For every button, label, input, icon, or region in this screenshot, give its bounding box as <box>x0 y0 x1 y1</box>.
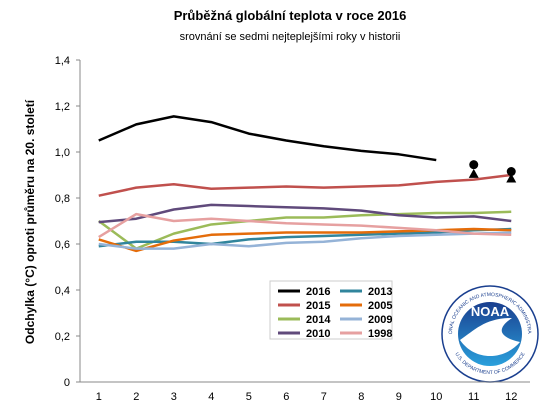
x-tick-label: 5 <box>246 391 252 403</box>
point-circle <box>506 167 516 177</box>
y-tick-label: 0,8 <box>55 193 70 205</box>
point-triangle <box>506 173 517 183</box>
series-line <box>98 231 512 250</box>
x-tick-label: 7 <box>321 391 327 403</box>
legend-label: 2016 <box>306 286 330 298</box>
noaa-logo: NOAA NATIONAL OCEANIC AND ATMOSPHERIC AD… <box>0 0 539 383</box>
series-line <box>98 173 512 197</box>
y-tick-label: 1,2 <box>55 101 70 113</box>
x-tick-label: 2 <box>133 391 139 403</box>
legend-label: 2010 <box>306 328 330 340</box>
legend-label: 2005 <box>368 300 392 312</box>
series-line <box>98 115 437 162</box>
legend-label: 1998 <box>368 328 392 340</box>
y-tick-label: 1,0 <box>55 147 70 159</box>
point-triangle <box>468 168 479 178</box>
series-line <box>98 203 512 224</box>
legend-label: 2014 <box>306 314 331 326</box>
x-tick-label: 9 <box>396 391 402 403</box>
x-tick-label: 6 <box>283 391 289 403</box>
y-tick-label: 0 <box>64 377 70 389</box>
x-tick-label: 1 <box>96 391 102 403</box>
logo-name: NOAA <box>471 304 510 319</box>
x-tick-label: 10 <box>430 391 442 403</box>
chart-subtitle: srovnání se sedmi nejteplejšími roky v h… <box>180 31 401 43</box>
legend-label: 2009 <box>368 314 392 326</box>
y-axis-label: Odchylka (°C) oproti průměru na 20. stol… <box>23 99 37 344</box>
x-tick-label: 12 <box>505 391 517 403</box>
x-tick-label: 3 <box>171 391 177 403</box>
point-circle <box>469 160 479 170</box>
y-tick-label: 0,2 <box>55 331 70 343</box>
series-line <box>98 210 512 250</box>
x-tick-label: 8 <box>358 391 364 403</box>
legend-label: 2013 <box>368 286 392 298</box>
y-tick-label: 0,6 <box>55 239 70 251</box>
x-tick-label: 11 <box>468 391 479 403</box>
legend-label: 2015 <box>306 300 330 312</box>
y-tick-label: 1,4 <box>55 55 70 67</box>
chart-title: Průběžná globální teplota v roce 2016 <box>174 8 407 23</box>
x-tick-label: 4 <box>208 391 214 403</box>
y-tick-label: 0,4 <box>55 285 70 297</box>
series-line <box>98 212 512 239</box>
